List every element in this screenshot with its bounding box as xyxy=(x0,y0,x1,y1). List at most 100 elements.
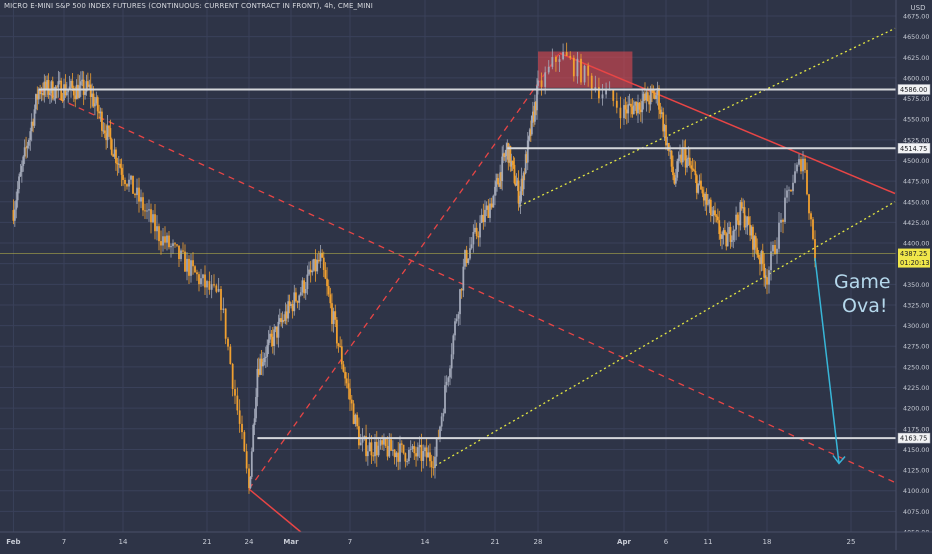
y-tick-label: 4150.00 xyxy=(903,446,929,454)
candle-body xyxy=(535,102,537,111)
candle-body xyxy=(301,280,304,293)
x-tick-label: Mar xyxy=(283,538,299,546)
candle-body xyxy=(388,439,391,457)
candle-body xyxy=(144,210,146,212)
candle-body xyxy=(227,338,229,347)
candle-body xyxy=(658,88,660,110)
candle-body xyxy=(659,109,662,114)
candle-body xyxy=(530,115,533,135)
candle-body xyxy=(583,65,586,83)
candle-body xyxy=(368,442,371,452)
candle-body xyxy=(645,92,648,101)
candle-body xyxy=(655,95,658,100)
candle-body xyxy=(686,158,688,168)
candle-body xyxy=(53,98,56,100)
candle-body xyxy=(304,288,307,294)
candle-body xyxy=(61,99,64,101)
candle-body xyxy=(98,111,101,114)
candle-body xyxy=(569,55,572,58)
candle-body xyxy=(120,167,123,175)
candle-body xyxy=(102,130,105,132)
candle-body xyxy=(91,93,93,97)
candle-body xyxy=(140,197,142,202)
candle-body xyxy=(202,274,204,279)
candle-body xyxy=(519,191,522,203)
candle-body xyxy=(224,308,227,339)
candle-body xyxy=(314,259,317,272)
candle-body xyxy=(736,214,739,221)
candle-body xyxy=(619,107,622,119)
candle-body xyxy=(721,234,723,239)
candle-body xyxy=(94,103,96,107)
candle-body xyxy=(148,209,150,211)
candle-body xyxy=(391,449,394,451)
candle-body xyxy=(442,413,445,417)
candle-body xyxy=(760,251,763,265)
x-tick-label: 6 xyxy=(664,538,669,546)
candle-body xyxy=(68,86,71,90)
candle-body xyxy=(704,193,707,201)
candle-body xyxy=(33,109,36,126)
candle-body xyxy=(738,220,740,226)
candle-body xyxy=(276,326,278,338)
candle-body xyxy=(234,389,236,396)
candle-body xyxy=(660,112,663,114)
candle-body xyxy=(208,281,211,290)
y-tick-label: 4350.00 xyxy=(903,281,929,289)
annotation-line: Game xyxy=(834,271,891,293)
candle-body xyxy=(677,158,680,162)
candle-body xyxy=(472,232,475,245)
candle-body xyxy=(29,131,32,140)
candle-body xyxy=(487,205,490,218)
candle-body xyxy=(708,199,711,204)
candle-body xyxy=(420,444,423,461)
candle-body xyxy=(646,92,649,102)
candle-body xyxy=(747,216,750,225)
candle-body xyxy=(798,159,800,165)
candle-body xyxy=(764,277,767,279)
candle-body xyxy=(565,52,568,56)
candle-body xyxy=(467,258,470,264)
candle-body xyxy=(416,447,419,457)
candle-body xyxy=(511,160,514,162)
y-tick-label: 4575.00 xyxy=(903,95,929,103)
candle-body xyxy=(794,171,796,183)
candle-body xyxy=(168,235,170,248)
candle-body xyxy=(544,72,547,87)
candle-body xyxy=(701,189,704,194)
candle-body xyxy=(220,288,222,310)
last-price-tag-bg xyxy=(898,248,930,268)
y-tick-label: 4300.00 xyxy=(903,322,929,330)
candle-body xyxy=(763,263,766,278)
candle-body xyxy=(39,89,42,95)
candle-body xyxy=(790,189,792,192)
candle-body xyxy=(768,270,770,285)
candle-body xyxy=(576,58,579,77)
candle-body xyxy=(340,346,343,365)
candle-body xyxy=(698,180,701,184)
candle-body xyxy=(172,243,174,247)
candle-body xyxy=(780,219,782,223)
candle-body xyxy=(79,81,82,86)
candle-body xyxy=(383,438,385,445)
candle-body xyxy=(156,226,158,232)
y-tick-label: 4450.00 xyxy=(903,198,929,206)
candle-body xyxy=(299,292,302,296)
candle-body xyxy=(690,165,693,169)
candle-body xyxy=(494,186,496,196)
candle-body xyxy=(256,368,259,398)
candle-body xyxy=(759,257,761,265)
y-tick-label: 4075.00 xyxy=(903,508,929,516)
candle-body xyxy=(656,88,659,96)
candle-body xyxy=(306,274,309,289)
candle-body xyxy=(190,260,192,276)
chart-header-title: MICRO E-MINI S&P 500 INDEX FUTURES (CONT… xyxy=(4,2,373,10)
candle-body xyxy=(418,444,421,448)
candle-body xyxy=(718,220,721,235)
candle-body xyxy=(290,304,292,306)
candle-body xyxy=(192,260,194,267)
candle-body xyxy=(464,250,466,267)
candle-body xyxy=(527,136,530,141)
